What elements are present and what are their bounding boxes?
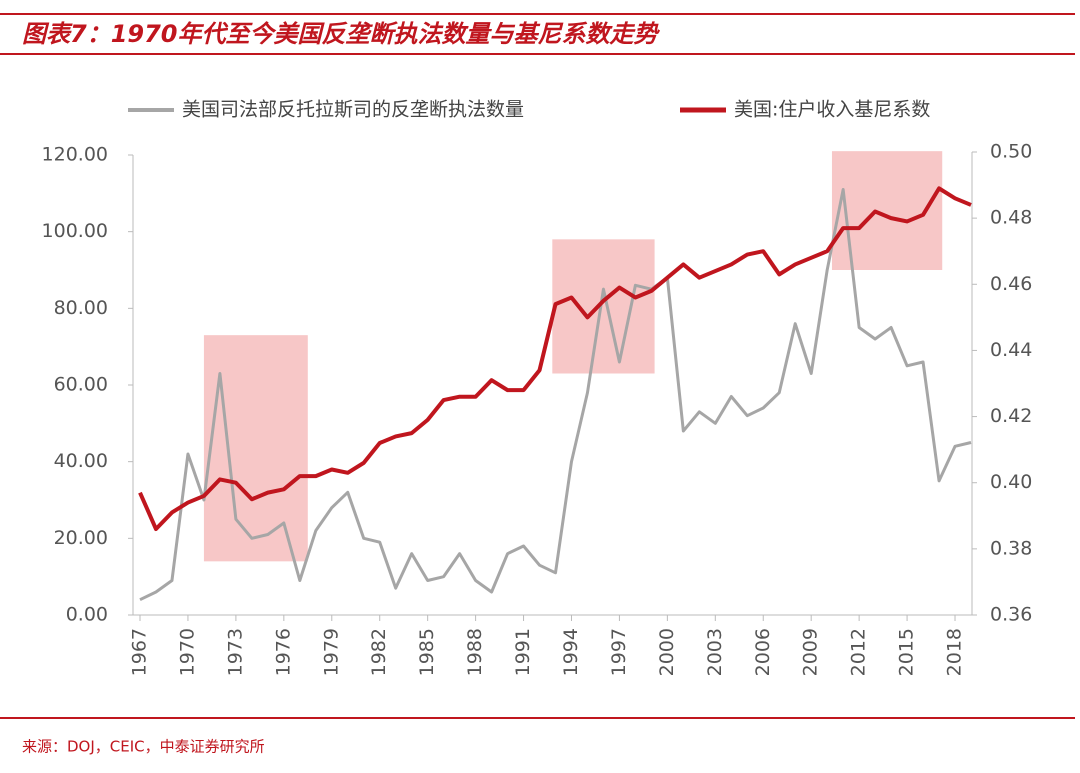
x-tick-label: 2006 [752,628,774,676]
y-tick-label: 0.00 [66,604,108,626]
x-tick-label: 2015 [896,628,918,676]
y2-tick-label: 0.36 [990,604,1032,626]
x-tick-label: 1979 [320,628,342,676]
y-tick-label: 40.00 [54,450,108,472]
x-tick-label: 1982 [368,628,390,676]
x-tick-label: 1976 [272,628,294,676]
x-tick-label: 1967 [129,628,151,676]
x-tick-label: 2018 [944,628,966,676]
y-tick-label: 20.00 [54,527,108,549]
x-tick-label: 1991 [512,628,534,676]
y2-tick-label: 0.42 [990,405,1032,427]
chart-title: 图表7：1970年代至今美国反垄断执法数量与基尼系数走势 [22,20,660,48]
x-tick-label: 1985 [416,628,438,676]
y-tick-label: 80.00 [54,297,108,319]
y2-tick-label: 0.46 [990,273,1032,295]
y2-tick-label: 0.38 [990,537,1032,559]
x-tick-label: 1970 [176,628,198,676]
x-tick-label: 1988 [464,628,486,676]
y2-tick-label: 0.48 [990,207,1032,229]
y2-tick-label: 0.50 [990,141,1032,163]
x-tick-label: 2009 [800,628,822,676]
legend-label: 美国司法部反托拉斯司的反垄断执法数量 [182,99,524,121]
y-tick-label: 120.00 [42,144,108,166]
y2-tick-label: 0.40 [990,471,1032,493]
x-tick-label: 1994 [560,628,582,676]
x-tick-label: 2012 [848,628,870,676]
x-tick-label: 1973 [224,628,246,676]
highlight-region [552,239,655,374]
y2-tick-label: 0.44 [990,339,1032,361]
x-tick-label: 2000 [656,628,678,676]
highlight-region [203,335,308,562]
y-tick-label: 60.00 [54,374,108,396]
legend-label: 美国:住户收入基尼系数 [734,99,930,121]
series-line [138,186,972,532]
x-tick-label: 2003 [704,628,726,676]
y-tick-label: 100.00 [42,220,108,242]
x-tick-label: 1997 [608,628,630,676]
source: 来源：DOJ，CEIC，中泰证券研究所 [22,738,265,756]
